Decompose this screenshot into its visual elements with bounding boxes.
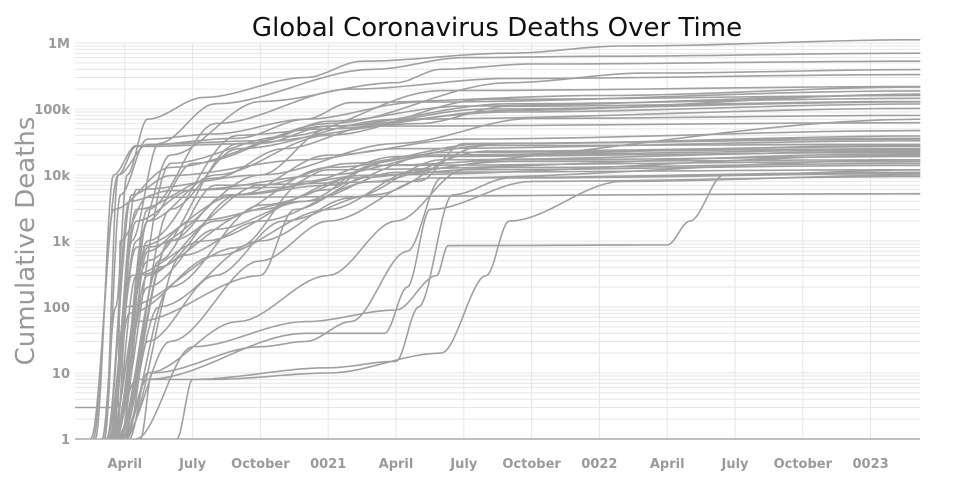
x-axis-ticks: April July October 0021 April July October 0022… — [107, 457, 888, 472]
series-line-18 — [105, 140, 921, 440]
series-line-8 — [103, 103, 921, 440]
series-line-10 — [92, 97, 921, 440]
series-line-28 — [112, 169, 921, 440]
series-line-6 — [94, 90, 921, 440]
series-line-36 — [176, 172, 921, 440]
series-line-35 — [139, 171, 921, 440]
x-tick-label: April — [107, 457, 142, 472]
x-tick-label: 0022 — [581, 457, 617, 472]
series-line-34 — [128, 164, 921, 440]
series-line-38 — [135, 169, 921, 440]
y-tick-label: 10k — [43, 169, 70, 184]
series-line-43 — [106, 149, 921, 440]
series-line-39 — [75, 192, 921, 409]
x-tick-label: July — [449, 457, 478, 472]
y-tick-label: 1k — [52, 235, 70, 250]
x-tick-label: October — [774, 457, 833, 472]
x-tick-label: April — [379, 457, 414, 472]
series-line-45 — [121, 137, 921, 440]
x-tick-label: April — [650, 457, 685, 472]
series-line-21 — [117, 147, 921, 440]
y-tick-label: 1M — [48, 37, 70, 52]
series-line-30 — [110, 154, 921, 440]
series-line-11 — [112, 85, 921, 440]
y-tick-label: 10 — [52, 367, 70, 382]
x-tick-label: 0021 — [310, 457, 346, 472]
series-line-29 — [124, 145, 921, 440]
series-line-40 — [113, 174, 921, 440]
series-line-44 — [110, 118, 921, 440]
series-line-12 — [115, 94, 921, 440]
y-axis-label: Cumulative Deaths — [11, 117, 41, 366]
series-line-9 — [108, 93, 921, 440]
series-line-25 — [105, 152, 921, 440]
gridlines — [75, 42, 920, 440]
series-line-41 — [126, 143, 921, 440]
x-tick-label: July — [178, 457, 207, 472]
y-tick-label: 1 — [61, 433, 70, 448]
series-line-15 — [108, 121, 921, 440]
x-tick-label: 0023 — [853, 457, 889, 472]
series-line-19 — [108, 129, 921, 440]
series-line-32 — [119, 150, 921, 440]
series-line-33 — [122, 159, 921, 440]
x-tick-label: July — [720, 457, 749, 472]
series-line-13 — [115, 101, 921, 440]
series-lines — [75, 39, 921, 440]
series-line-16 — [112, 114, 921, 440]
y-axis-ticks: 1 10 100 1k 10k 100k 1M — [34, 37, 70, 448]
series-line-27 — [117, 162, 921, 440]
series-line-5 — [103, 86, 921, 440]
y-tick-label: 100 — [43, 301, 70, 316]
chart-title: Global Coronavirus Deaths Over Time — [252, 13, 742, 43]
x-tick-label: October — [502, 457, 561, 472]
series-line-4 — [115, 73, 921, 440]
series-line-42 — [119, 160, 921, 440]
y-tick-label: 100k — [34, 103, 70, 118]
series-line-26 — [122, 144, 921, 440]
series-line-1 — [115, 52, 921, 440]
x-tick-label: October — [231, 457, 290, 472]
